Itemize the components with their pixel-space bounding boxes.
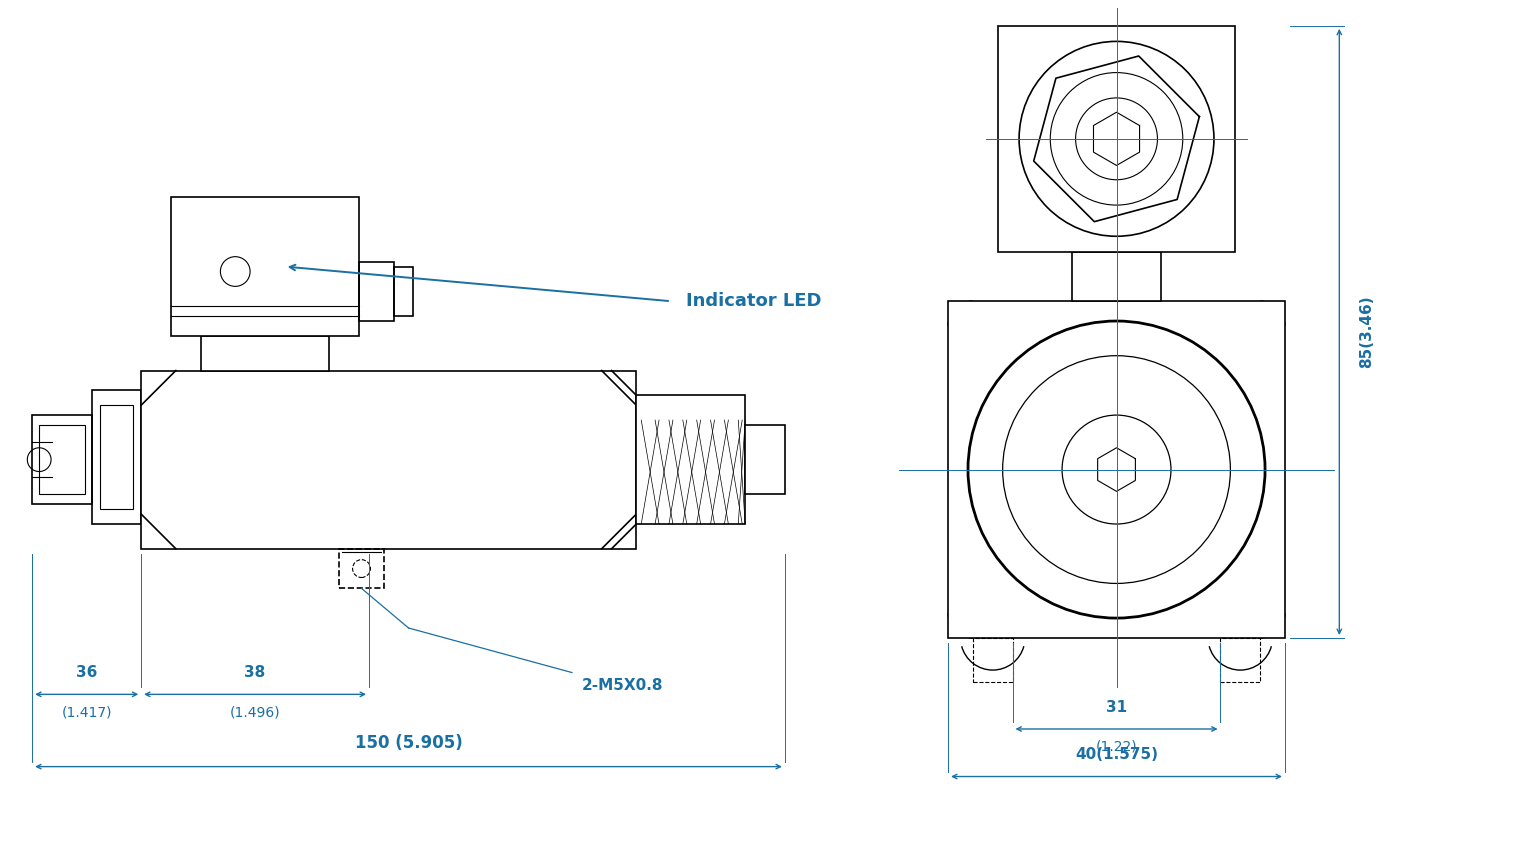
Text: 40(1.575): 40(1.575) [1075,746,1157,762]
Text: (1.22): (1.22) [1096,740,1138,754]
Bar [100,405,133,509]
Bar [340,549,384,588]
Text: 150 (5.905): 150 (5.905) [355,734,462,751]
Text: 31: 31 [1105,700,1127,715]
Bar [141,371,637,549]
Text: 38: 38 [245,666,266,681]
Text: 85(3.46): 85(3.46) [1360,296,1375,368]
Bar [360,262,393,321]
Bar [1220,638,1260,683]
Text: 2-M5X0.8: 2-M5X0.8 [582,677,663,693]
Text: Indicator LED: Indicator LED [686,292,821,310]
Bar [1072,252,1160,301]
Bar [746,425,785,495]
Bar [972,638,1012,683]
Bar [998,26,1236,252]
Bar [40,425,84,495]
Bar [32,415,92,504]
Text: (1.417): (1.417) [61,706,112,719]
Bar [393,267,413,316]
Text: (1.496): (1.496) [230,706,280,719]
Bar [637,395,746,524]
Bar [171,197,360,336]
Bar [948,301,1285,638]
Bar [92,390,141,524]
Text: 36: 36 [77,666,98,681]
Bar [201,336,329,371]
